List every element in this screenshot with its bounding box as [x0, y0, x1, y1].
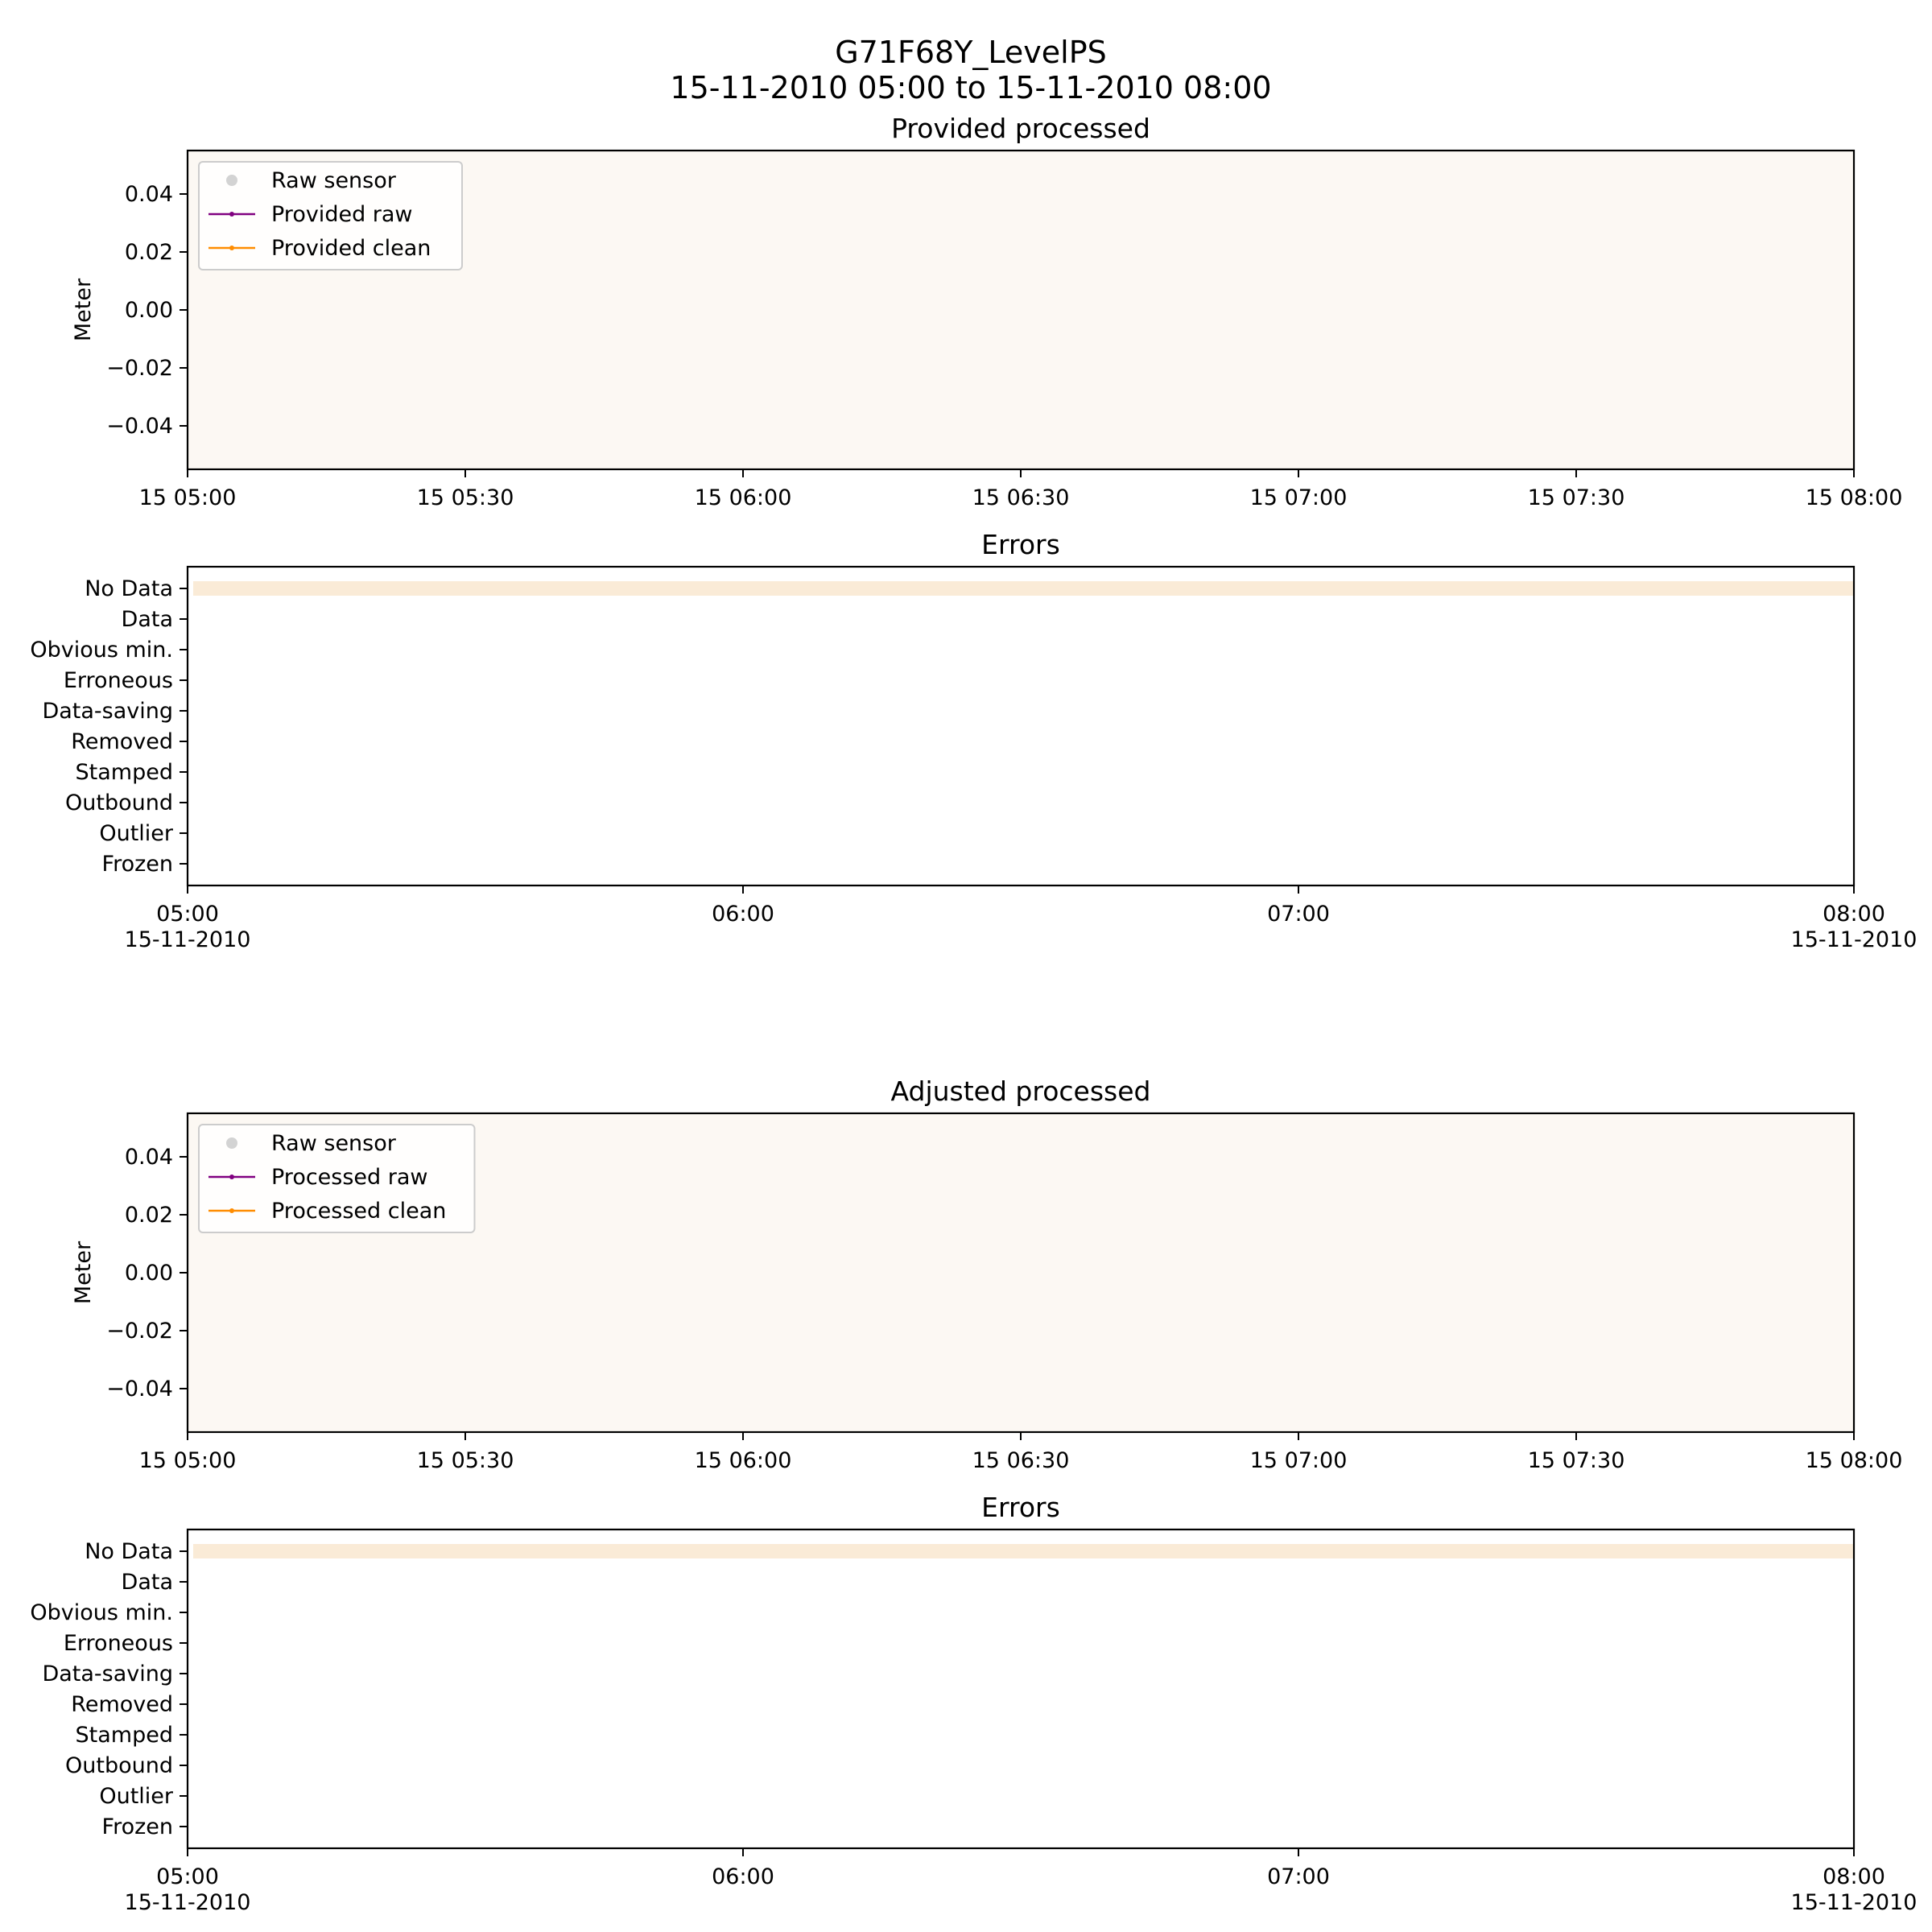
panel-2: Errors No Data Data Obvious min. Erroneous Da…: [30, 529, 1917, 952]
panel-title: Errors: [981, 1492, 1060, 1523]
legend-label: Raw sensor: [271, 1131, 397, 1156]
plot-frame: [186, 149, 1856, 471]
x-tick-date-label: 15-11-2010: [1791, 1890, 1918, 1915]
panel-3: Adjusted processed 0.04 0.02 0.00 −0.02 −0.04…: [71, 1075, 1902, 1473]
panel-title: Adjusted processed: [891, 1075, 1151, 1107]
category-label: Removed: [71, 729, 173, 754]
panel-4: Errors No Data Data Obvious min. Erroneous Da…: [30, 1492, 1917, 1915]
x-tick-label: 15 08:00: [1806, 1448, 1903, 1473]
category-label: Data-saving: [42, 1662, 173, 1686]
legend-label: Processed raw: [271, 1165, 427, 1190]
panel-title: Provided processed: [891, 113, 1150, 144]
x-tick-date-label: 15-11-2010: [125, 1890, 251, 1915]
category-label: Obvious min.: [30, 1600, 173, 1625]
legend-marker-dot: [226, 1137, 237, 1149]
plot-frame: [186, 1112, 1856, 1434]
error-interval-band: [193, 1544, 1854, 1558]
legend-label: Raw sensor: [271, 168, 397, 193]
no-data-shading: [188, 151, 1854, 469]
category-label: Outbound: [65, 1753, 173, 1778]
x-tick-label: 15 06:00: [695, 485, 792, 510]
legend-marker-point: [229, 1208, 234, 1213]
x-tick-label: 06:00: [712, 902, 774, 927]
x-tick-label: 15 07:00: [1250, 485, 1348, 510]
x-tick-label: 07:00: [1267, 902, 1330, 927]
legend: Raw sensor Provided raw Provided clean: [198, 161, 463, 270]
legend-marker-dot: [226, 175, 237, 186]
y-axis-label: Meter: [71, 1241, 96, 1304]
x-tick-label: 08:00: [1823, 902, 1885, 927]
panel-1: Provided processed 0.04 0.02 0.00 −0.02 −0.04…: [71, 113, 1902, 510]
category-label: Stamped: [76, 760, 173, 785]
legend-marker-point: [229, 246, 234, 250]
category-label: Frozen: [102, 852, 174, 877]
x-tick-label: 15 05:30: [417, 1448, 514, 1473]
x-tick-label: 06:00: [712, 1864, 774, 1889]
error-interval-band: [193, 581, 1854, 596]
legend-label: Provided raw: [271, 202, 413, 227]
category-label: Data-saving: [42, 699, 173, 724]
panel-title: Errors: [981, 529, 1060, 560]
x-tick-label: 15 05:30: [417, 485, 514, 510]
category-label: Obvious min.: [30, 638, 173, 663]
category-label: Erroneous: [64, 1631, 173, 1656]
x-tick-label: 15 08:00: [1806, 485, 1903, 510]
y-tick-label: −0.02: [106, 356, 173, 381]
x-tick-label: 05:00: [156, 902, 219, 927]
y-axis-label: Meter: [71, 278, 96, 341]
x-tick-label: 15 07:30: [1528, 485, 1625, 510]
category-label: Data: [122, 1570, 173, 1595]
x-tick-label: 15 06:00: [695, 1448, 792, 1473]
y-tick-label: −0.02: [106, 1319, 173, 1344]
plot-frame: [186, 1528, 1856, 1850]
category-label: Erroneous: [64, 668, 173, 693]
x-tick-label: 15 06:30: [972, 1448, 1070, 1473]
x-tick-label: 05:00: [156, 1864, 219, 1889]
plot-frame: [186, 565, 1856, 887]
y-tick-label: −0.04: [106, 414, 173, 439]
figure-title-line1: G71F68Y_LevelPS: [835, 35, 1107, 70]
category-label: No Data: [85, 1539, 173, 1564]
category-label: Outlier: [99, 1784, 174, 1809]
legend-label: Processed clean: [271, 1199, 446, 1224]
x-tick-label: 15 05:00: [139, 485, 237, 510]
x-tick-label: 08:00: [1823, 1864, 1885, 1889]
legend-label: Provided clean: [271, 236, 431, 261]
legend-marker-point: [229, 1174, 234, 1179]
category-label: Outbound: [65, 791, 173, 815]
y-tick-label: 0.02: [125, 1203, 173, 1228]
x-tick-label: 15 05:00: [139, 1448, 237, 1473]
y-tick-label: 0.04: [125, 182, 173, 207]
category-label: Removed: [71, 1692, 173, 1717]
legend-box: [198, 161, 463, 270]
y-tick-label: 0.00: [125, 298, 173, 323]
category-label: Data: [122, 607, 173, 632]
legend-marker-point: [229, 212, 234, 217]
category-label: Stamped: [76, 1723, 173, 1748]
y-tick-label: 0.02: [125, 240, 173, 265]
x-tick-date-label: 15-11-2010: [1791, 927, 1918, 952]
x-tick-label: 07:00: [1267, 1864, 1330, 1889]
y-tick-label: 0.04: [125, 1145, 173, 1170]
x-tick-label: 15 07:30: [1528, 1448, 1625, 1473]
y-tick-label: 0.00: [125, 1261, 173, 1286]
x-tick-label: 15 06:30: [972, 485, 1070, 510]
y-tick-label: −0.04: [106, 1377, 173, 1402]
x-tick-date-label: 15-11-2010: [125, 927, 251, 952]
legend-box: [198, 1124, 476, 1233]
category-label: No Data: [85, 576, 173, 601]
legend: Raw sensor Processed raw Processed clean: [198, 1124, 476, 1233]
figure-title-line2: 15-11-2010 05:00 to 15-11-2010 08:00: [670, 70, 1271, 105]
x-tick-label: 15 07:00: [1250, 1448, 1348, 1473]
category-label: Frozen: [102, 1814, 174, 1839]
category-label: Outlier: [99, 821, 174, 846]
